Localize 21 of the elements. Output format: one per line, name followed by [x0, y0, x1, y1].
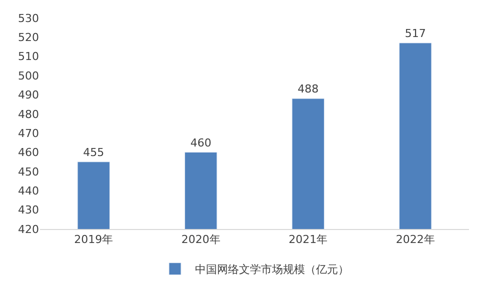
- data-label: 455: [83, 146, 104, 159]
- y-tick-label: 480: [18, 108, 39, 121]
- legend-label: 中国网络文学市场规模（亿元）: [195, 263, 349, 276]
- x-tick-label: 2019年: [74, 233, 114, 246]
- data-label: 488: [298, 82, 319, 96]
- y-tick-label: 440: [18, 184, 39, 198]
- y-tick-label: 520: [18, 31, 39, 44]
- y-tick-label: 510: [18, 50, 39, 64]
- y-tick-label: 490: [18, 88, 39, 102]
- x-tick-label: 2021年: [288, 233, 328, 246]
- y-tick-label: 420: [18, 222, 39, 236]
- data-label: 460: [190, 136, 212, 150]
- data-label: 517: [404, 26, 426, 40]
- y-tick-label: 450: [18, 165, 39, 178]
- y-tick-label: 470: [18, 126, 39, 140]
- x-tick-label: 2020年: [181, 233, 220, 246]
- y-tick-label: 500: [18, 69, 39, 82]
- y-tick-label: 530: [18, 12, 39, 25]
- y-tick-label: 430: [18, 204, 39, 217]
- x-tick-label: 2022年: [396, 233, 435, 246]
- y-tick-label: 460: [18, 146, 39, 160]
